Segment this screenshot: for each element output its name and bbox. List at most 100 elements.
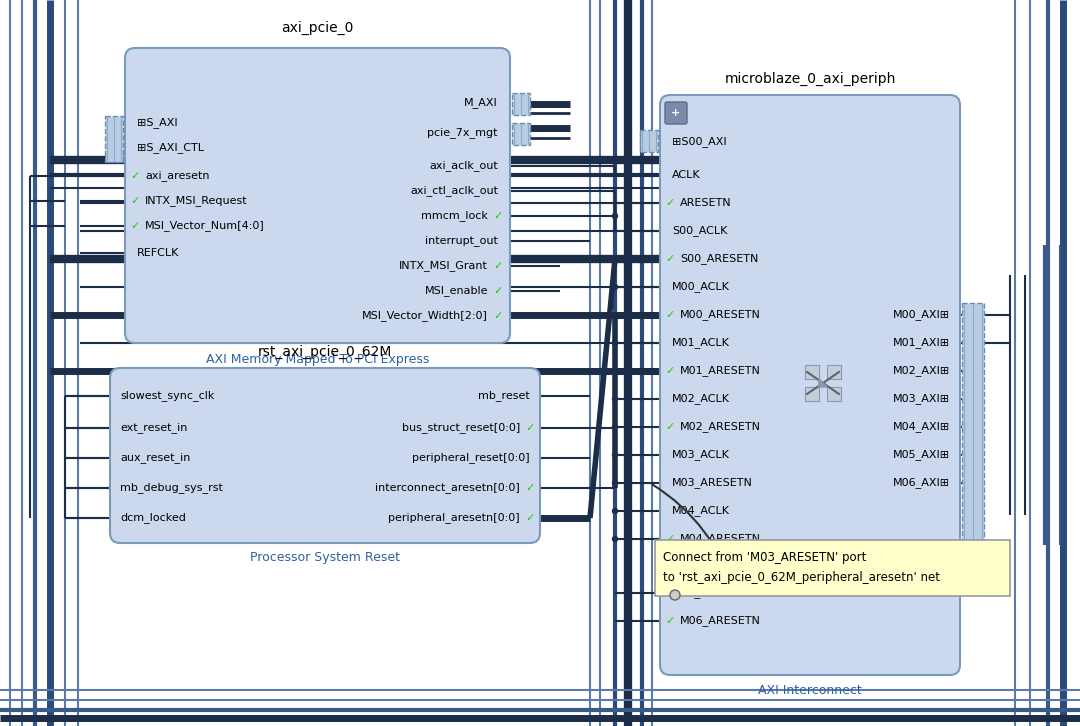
Text: ✓: ✓ [131,221,139,231]
Text: MSI_Vector_Num[4:0]: MSI_Vector_Num[4:0] [145,221,265,232]
Circle shape [612,213,618,219]
Text: Connect from 'M03_ARESETN' port: Connect from 'M03_ARESETN' port [663,552,866,565]
Text: M06_ARESETN: M06_ARESETN [680,616,761,627]
Text: M00_ARESETN: M00_ARESETN [680,309,761,320]
Text: M02_ACLK: M02_ACLK [672,393,730,404]
Text: ✓: ✓ [665,254,675,264]
Text: ✓: ✓ [131,171,139,181]
FancyBboxPatch shape [125,48,510,343]
Bar [962,303,984,563]
Text: M03_ARESETN: M03_ARESETN [672,478,753,489]
Text: M04_AXI⊞: M04_AXI⊞ [893,422,950,433]
Bar [805,365,819,379]
Bar [105,116,123,162]
Text: M_AXI: M_AXI [464,97,498,108]
Text: interconnect_aresetn[0:0]: interconnect_aresetn[0:0] [375,483,519,494]
Text: ✓: ✓ [665,366,675,376]
Text: ext_reset_in: ext_reset_in [120,423,187,433]
Circle shape [612,285,618,290]
Text: interrupt_out: interrupt_out [426,235,498,246]
Text: mb_reset: mb_reset [478,391,530,401]
Text: M01_ACLK: M01_ACLK [672,338,730,348]
Bar [640,130,658,152]
Text: ✓: ✓ [494,311,502,321]
Text: M06_ACLK: M06_ACLK [672,587,730,598]
Polygon shape [819,379,827,387]
Text: M02_AXI⊞: M02_AXI⊞ [893,366,950,377]
Bar [827,387,841,401]
Circle shape [670,590,680,600]
FancyBboxPatch shape [110,368,540,543]
Text: REFCLK: REFCLK [137,248,179,258]
Text: aux_reset_in: aux_reset_in [120,452,190,463]
Text: M01_AXI⊞: M01_AXI⊞ [893,338,950,348]
Text: axi_aresetn: axi_aresetn [145,171,210,182]
Text: M06_AXI⊞: M06_AXI⊞ [893,478,950,489]
Bar [654,540,1010,596]
Text: pcie_7x_mgt: pcie_7x_mgt [428,128,498,139]
Text: ✓: ✓ [665,534,675,544]
Bar [805,387,819,401]
Text: peripheral_reset[0:0]: peripheral_reset[0:0] [413,452,530,463]
Text: MSI_enable: MSI_enable [424,285,488,296]
Text: ✓: ✓ [525,423,535,433]
Text: M03_ACLK: M03_ACLK [672,449,730,460]
Text: M05_AXI⊞: M05_AXI⊞ [893,449,950,460]
Text: mmcm_lock: mmcm_lock [421,211,488,221]
Text: ✓: ✓ [494,261,502,271]
Circle shape [612,396,618,401]
Text: INTX_MSI_Request: INTX_MSI_Request [145,195,247,206]
Text: +: + [672,108,680,118]
Bar [512,93,530,115]
Text: M02_ARESETN: M02_ARESETN [680,422,761,433]
Text: S00_ARESETN: S00_ARESETN [680,253,758,264]
Text: Processor System Reset: Processor System Reset [249,552,400,565]
Text: ✓: ✓ [494,286,502,296]
Text: M01_ARESETN: M01_ARESETN [680,366,761,377]
Text: slowest_sync_clk: slowest_sync_clk [120,391,214,401]
Text: INTX_MSI_Grant: INTX_MSI_Grant [400,261,488,272]
Text: bus_struct_reset[0:0]: bus_struct_reset[0:0] [402,423,519,433]
Text: ✓: ✓ [665,422,675,432]
Text: M03_AXI⊞: M03_AXI⊞ [893,393,950,404]
Circle shape [612,537,618,542]
Text: ✓: ✓ [665,198,675,208]
Bar [512,123,530,145]
Text: dcm_locked: dcm_locked [120,513,186,523]
Text: AXI Interconnect: AXI Interconnect [758,683,862,696]
Circle shape [612,508,618,513]
Text: mb_debug_sys_rst: mb_debug_sys_rst [120,483,222,494]
Text: peripheral_aresetn[0:0]: peripheral_aresetn[0:0] [389,513,519,523]
Text: AXI Memory Mapped To PCI Express: AXI Memory Mapped To PCI Express [206,353,429,365]
FancyBboxPatch shape [660,95,960,675]
Circle shape [612,481,618,486]
Text: ✓: ✓ [525,513,535,523]
Text: M00_AXI⊞: M00_AXI⊞ [893,309,950,320]
Text: ⊞S_AXI: ⊞S_AXI [137,118,177,129]
Text: axi_ctl_aclk_out: axi_ctl_aclk_out [410,186,498,197]
Circle shape [612,425,618,430]
Text: axi_aclk_out: axi_aclk_out [429,160,498,171]
Text: rst_axi_pcie_0_62M: rst_axi_pcie_0_62M [258,345,392,359]
Text: S00_ACLK: S00_ACLK [672,226,727,237]
Text: ACLK: ACLK [672,170,701,180]
Text: M00_ACLK: M00_ACLK [672,282,730,293]
Text: ⊞S00_AXI: ⊞S00_AXI [672,136,727,147]
Text: ✓: ✓ [665,616,675,626]
Text: axi_pcie_0: axi_pcie_0 [281,21,353,35]
Circle shape [612,452,618,457]
Text: microblaze_0_axi_periph: microblaze_0_axi_periph [725,72,895,86]
Bar [827,365,841,379]
Text: MSI_Vector_Width[2:0]: MSI_Vector_Width[2:0] [362,311,488,322]
Text: to 'rst_axi_pcie_0_62M_peripheral_aresetn' net: to 'rst_axi_pcie_0_62M_peripheral_areset… [663,571,940,584]
Text: ✓: ✓ [131,196,139,206]
Text: ARESETN: ARESETN [680,198,731,208]
FancyBboxPatch shape [665,102,687,124]
Text: ✓: ✓ [665,310,675,320]
Circle shape [612,340,618,346]
Text: M04_ARESETN: M04_ARESETN [680,534,761,544]
Text: ✓: ✓ [525,483,535,493]
Text: M04_ACLK: M04_ACLK [672,505,730,516]
Text: ✓: ✓ [494,211,502,221]
Text: ⊞S_AXI_CTL: ⊞S_AXI_CTL [137,142,204,153]
